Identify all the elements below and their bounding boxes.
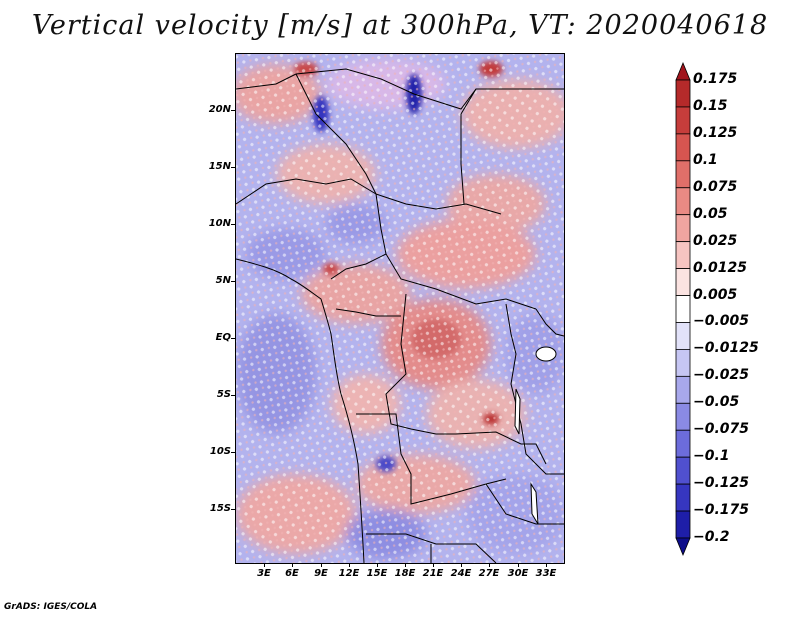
lon-tick [405,563,406,567]
lat-tick [231,509,235,510]
lakes [514,346,557,525]
lon-tick [546,563,547,567]
lat-label-15s: 15S [209,503,231,514]
colorbar-label: −0.075 [693,421,750,438]
colorbar-label: 0.025 [693,232,738,249]
colorbar-label: 0.1 [693,151,718,168]
lon-label-9e: 9E [314,568,328,579]
vertical-velocity-field [236,54,564,563]
lat-tick [231,281,235,282]
colorbar-swatch [675,187,691,216]
lon-label-24e: 24E [450,568,472,579]
lat-label-eq: EQ [215,332,231,343]
lat-tick [231,452,235,453]
colorbar-label: 0.075 [693,178,738,195]
colorbar-label: 0.15 [693,97,728,114]
colorbar-label: −0.175 [693,502,750,519]
lat-tick [231,167,235,168]
colorbar-label: 0.0125 [693,259,748,276]
colorbar-swatch [675,483,691,512]
colorbar-label: −0.025 [693,367,750,384]
colorbar-swatch [675,510,691,539]
lat-label-5n: 5N [215,275,231,286]
lon-tick [461,563,462,567]
lon-tick [321,563,322,567]
lat-label-20n: 20N [208,104,231,115]
lon-label-15e: 15E [366,568,388,579]
colorbar-swatch [675,79,691,108]
lat-label-10n: 10N [208,218,231,229]
colorbar-label: −0.125 [693,475,750,492]
colorbar-swatch [675,160,691,189]
colorbar-swatch [675,375,691,404]
lon-label-3e: 3E [257,568,271,579]
colorbar-label: 0.05 [693,205,728,222]
colorbar-swatch [675,456,691,485]
lat-tick [231,395,235,396]
colorbar-swatch [675,429,691,458]
colorbar-swatch [675,349,691,377]
grads-credit: GrADS: IGES/COLA [4,602,98,612]
colorbar-label: −0.005 [693,313,750,330]
map-plot-area [235,53,565,564]
lon-label-27e: 27E [478,568,500,579]
colorbar-swatch [675,402,691,431]
lon-label-21e: 21E [422,568,444,579]
lon-tick [292,563,293,567]
colorbar-label: 0.175 [693,71,738,87]
lon-label-12e: 12E [338,568,360,579]
lon-tick [377,563,378,567]
lat-tick [231,110,235,111]
lon-label-30e: 30E [507,568,529,579]
lon-tick [518,563,519,567]
lat-tick [231,338,235,339]
colorbar-swatch [675,241,691,269]
colorbar-swatch [675,133,691,162]
colorbar-label: −0.2 [693,529,730,545]
lon-tick [489,563,490,567]
lon-tick [349,563,350,567]
lon-label-33e: 33E [535,568,557,579]
colorbar-label: 0.005 [693,286,738,303]
lat-label-15n: 15N [208,161,231,172]
lat-label-10s: 10S [209,446,231,457]
colorbar-swatch [675,322,691,350]
colorbar-label: −0.0125 [693,340,759,357]
lat-tick [231,224,235,225]
colorbar-label: −0.1 [693,448,730,465]
colorbar-swatch [675,268,691,296]
chart-title: Vertical velocity [m/s] at 300hPa, VT: 2… [31,10,769,41]
lon-label-6e: 6E [285,568,299,579]
lon-tick [433,563,434,567]
colorbar-label: −0.05 [693,394,740,411]
colorbar-swatch [675,106,691,135]
colorbar-swatch [675,295,691,323]
colorbar-swatch [675,214,691,243]
colorbar-top-triangle [675,61,691,81]
colorbar-bottom-triangle [675,537,691,557]
colorbar-label: 0.125 [693,124,738,141]
lat-label-5s: 5S [216,389,231,400]
lon-tick [264,563,265,567]
lon-label-18e: 18E [394,568,416,579]
